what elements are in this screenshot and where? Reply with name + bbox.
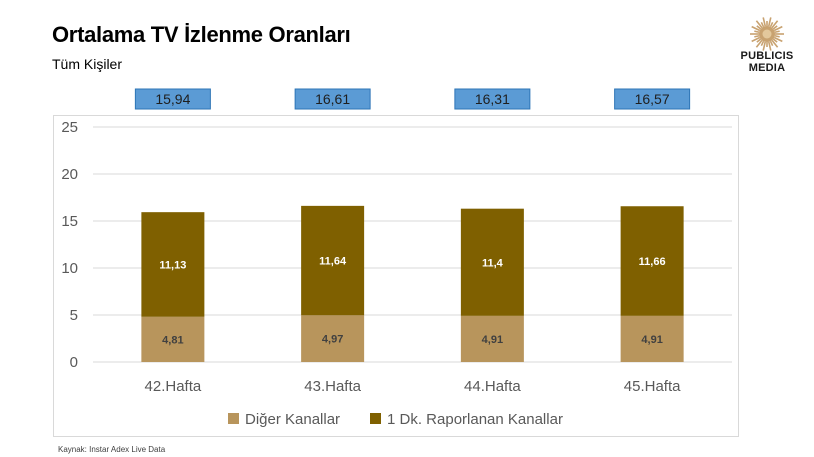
x-tick-label: 43.Hafta: [304, 378, 361, 395]
total-box: [454, 88, 531, 110]
legend-swatch-reported: [370, 413, 381, 424]
data-label: 4,91: [482, 334, 503, 346]
page-subtitle: Tüm Kişiler: [52, 56, 123, 72]
y-tick-label: 25: [61, 119, 78, 136]
y-tick-label: 0: [70, 354, 78, 371]
data-label: 4,97: [322, 334, 343, 346]
bar-segment-reported: [460, 208, 524, 316]
x-tick-label: 44.Hafta: [464, 378, 521, 395]
logo-text-media: MEDIA: [748, 62, 786, 74]
total-label: 16,57: [635, 91, 670, 107]
data-label: 11,66: [639, 256, 666, 268]
y-tick-label: 10: [61, 260, 78, 277]
total-box: [614, 88, 691, 110]
legend-swatch-other: [228, 413, 239, 424]
bar-segment-reported: [141, 212, 205, 317]
bar-segment-other: [141, 316, 205, 362]
sun-icon: [750, 17, 784, 51]
total-box: [294, 88, 371, 110]
publicis-media-logo: PUBLICIS MEDIA: [736, 12, 798, 76]
y-tick-label: 5: [70, 307, 78, 324]
bar-segment-reported: [620, 206, 684, 316]
y-tick-label: 15: [61, 213, 78, 230]
page-title: Ortalama TV İzlenme Oranları: [52, 22, 351, 47]
data-label: 4,91: [641, 334, 662, 346]
y-tick-label: 20: [61, 166, 78, 183]
source-note: Kaynak: Instar Adex Live Data: [58, 445, 166, 454]
bar-segment-reported: [301, 205, 365, 316]
legend-label-reported: 1 Dk. Raporlanan Kanallar: [387, 411, 563, 428]
chart-frame: [53, 115, 739, 437]
total-box: [134, 88, 211, 110]
data-label: 11,13: [159, 259, 186, 271]
legend-label-other: Diğer Kanallar: [245, 411, 340, 428]
bar-segment-other: [460, 315, 524, 362]
data-label: 11,64: [319, 256, 347, 268]
total-label: 16,61: [315, 91, 350, 107]
total-label: 16,31: [475, 91, 510, 107]
data-label: 11,4: [482, 257, 504, 269]
bar-segment-other: [620, 315, 684, 362]
bar-segment-other: [301, 315, 365, 362]
x-tick-label: 45.Hafta: [624, 378, 681, 395]
logo-text-publicis: PUBLICIS: [740, 50, 794, 62]
data-label: 4,81: [162, 334, 183, 346]
x-tick-label: 42.Hafta: [145, 378, 202, 395]
total-label: 15,94: [155, 91, 190, 107]
